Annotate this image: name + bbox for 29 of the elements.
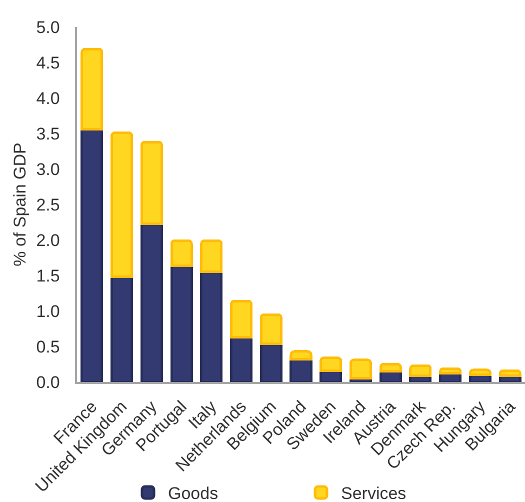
bar: [439, 367, 462, 375]
bar: [468, 368, 492, 376]
y-tick-label: 2.5: [36, 195, 60, 214]
legend-label: Services: [341, 484, 406, 502]
bar: [409, 364, 432, 377]
bar: [80, 48, 104, 130]
y-tick-label: 4.0: [36, 88, 60, 108]
bar: [170, 239, 193, 267]
bar: [379, 363, 402, 373]
y-axis-title: % of Spain GDP: [10, 142, 30, 266]
y-tick-label: 4.5: [36, 53, 60, 72]
y-tick-label: 1.5: [36, 266, 60, 286]
y-tick-label: 0.0: [36, 372, 60, 392]
bar: [110, 132, 134, 278]
bar: [290, 350, 312, 361]
bar: [349, 358, 372, 380]
y-tick-label: 5.0: [36, 18, 60, 37]
bar: [498, 369, 522, 377]
y-tick-label: 1.0: [36, 302, 60, 321]
bar: [140, 140, 163, 225]
y-tick-label: 3.5: [36, 124, 60, 144]
bar: [200, 239, 223, 274]
y-tick-label: 0.5: [36, 337, 60, 356]
bar: [320, 356, 342, 372]
y-tick-label: 2.0: [36, 230, 60, 250]
bar: [260, 313, 282, 345]
bar: [230, 300, 253, 339]
y-tick-label: 3.0: [36, 160, 60, 179]
legend-label: Goods: [168, 484, 218, 502]
